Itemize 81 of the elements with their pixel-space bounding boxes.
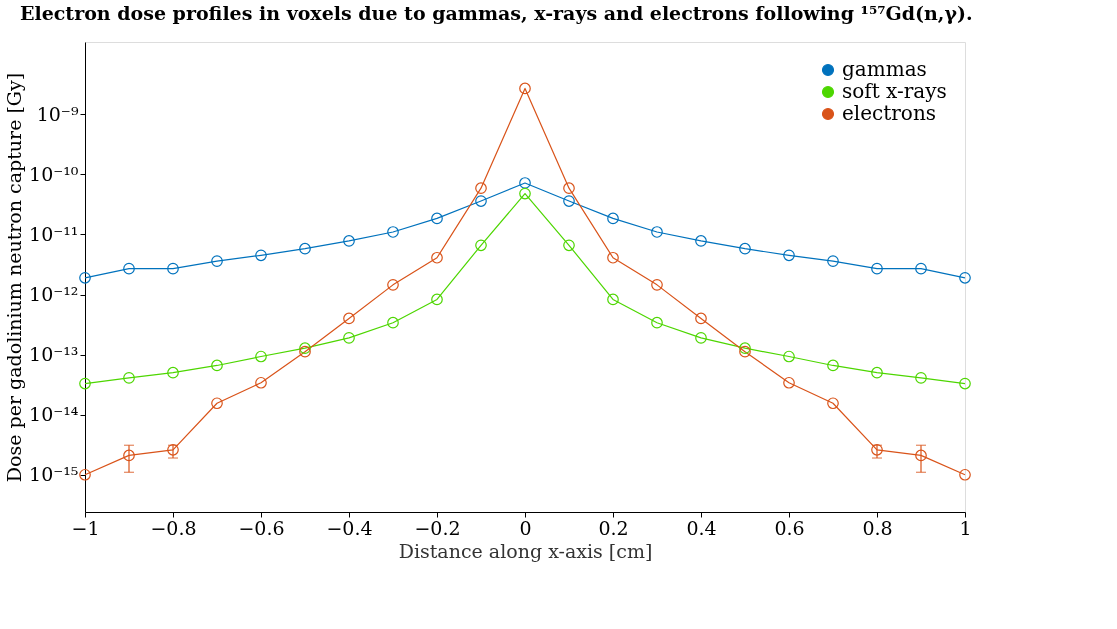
point (255, 350, 267, 363)
x-tick-label: −0.8 (150, 516, 197, 539)
point (519, 187, 531, 200)
point (915, 372, 927, 384)
point (783, 350, 795, 363)
x-tick-label: 0.4 (686, 516, 717, 539)
point (167, 366, 179, 379)
y-tick-label: 10⁻¹¹ (29, 222, 79, 245)
point (739, 242, 751, 255)
legend-label: soft x-rays (842, 79, 947, 103)
point (827, 255, 839, 267)
point (915, 262, 927, 275)
point (959, 271, 971, 284)
point (123, 449, 135, 462)
point (783, 376, 795, 389)
point (563, 182, 575, 195)
point (79, 271, 91, 284)
point (299, 242, 311, 255)
x-tick-label: −0.6 (238, 516, 285, 539)
y-tick-label: 10⁻¹⁵ (29, 463, 79, 486)
point (211, 255, 223, 267)
x-tick-label: −1 (71, 516, 100, 539)
y-tick-label: 10⁻⁹ (36, 102, 79, 125)
point (871, 366, 883, 379)
x-tick-label: 0 (519, 516, 532, 539)
point (651, 279, 663, 291)
point (255, 376, 267, 389)
point (431, 251, 443, 264)
y-tick-label: 10⁻¹³ (29, 343, 79, 366)
point (959, 468, 971, 481)
point (959, 377, 971, 390)
point (651, 226, 663, 238)
point (563, 195, 575, 207)
point (563, 239, 575, 252)
chart-title: Electron dose profiles in voxels due to gammas, x-rays and electrons following ¹⁵⁷Gd(n,γ). (20, 2, 973, 24)
point (431, 293, 443, 306)
point (695, 332, 707, 344)
x-tick-label: 0.8 (862, 516, 893, 539)
point (695, 312, 707, 325)
point (387, 316, 399, 329)
point (783, 249, 795, 262)
y-tick-label: 10⁻¹⁴ (29, 403, 79, 426)
y-tick-label: 10⁻¹⁰ (29, 162, 79, 185)
point (211, 359, 223, 372)
point (255, 249, 267, 262)
point (519, 177, 531, 189)
point (431, 212, 443, 225)
point (475, 195, 487, 207)
point (695, 235, 707, 247)
x-tick-label: 0.6 (774, 516, 805, 539)
y-axis-title: Dose per gadolinium neutron capture [Gy] (3, 72, 26, 483)
x-tick-label: 1 (959, 516, 972, 539)
point (343, 312, 355, 325)
x-tick-label: 0.2 (598, 516, 629, 539)
y-tick-label: 10⁻¹² (29, 283, 79, 306)
point (123, 372, 135, 384)
point (343, 332, 355, 344)
point (827, 397, 839, 410)
point (607, 212, 619, 225)
point (475, 182, 487, 195)
point (651, 316, 663, 329)
point (79, 377, 91, 390)
point (387, 279, 399, 291)
point (79, 468, 91, 481)
point (607, 293, 619, 306)
point (827, 359, 839, 372)
x-tick-label: −0.4 (326, 516, 373, 539)
point (387, 226, 399, 238)
x-axis-title: Distance along x-axis [cm] (398, 539, 653, 562)
legend-label: gammas (842, 57, 927, 81)
point (123, 262, 135, 275)
point (915, 449, 927, 462)
point (167, 262, 179, 275)
point (871, 262, 883, 275)
legend-label: electrons (842, 101, 937, 125)
point (519, 82, 531, 95)
point (607, 251, 619, 264)
point (211, 397, 223, 410)
point (343, 235, 355, 247)
point (475, 239, 487, 252)
x-tick-label: −0.2 (414, 516, 461, 539)
